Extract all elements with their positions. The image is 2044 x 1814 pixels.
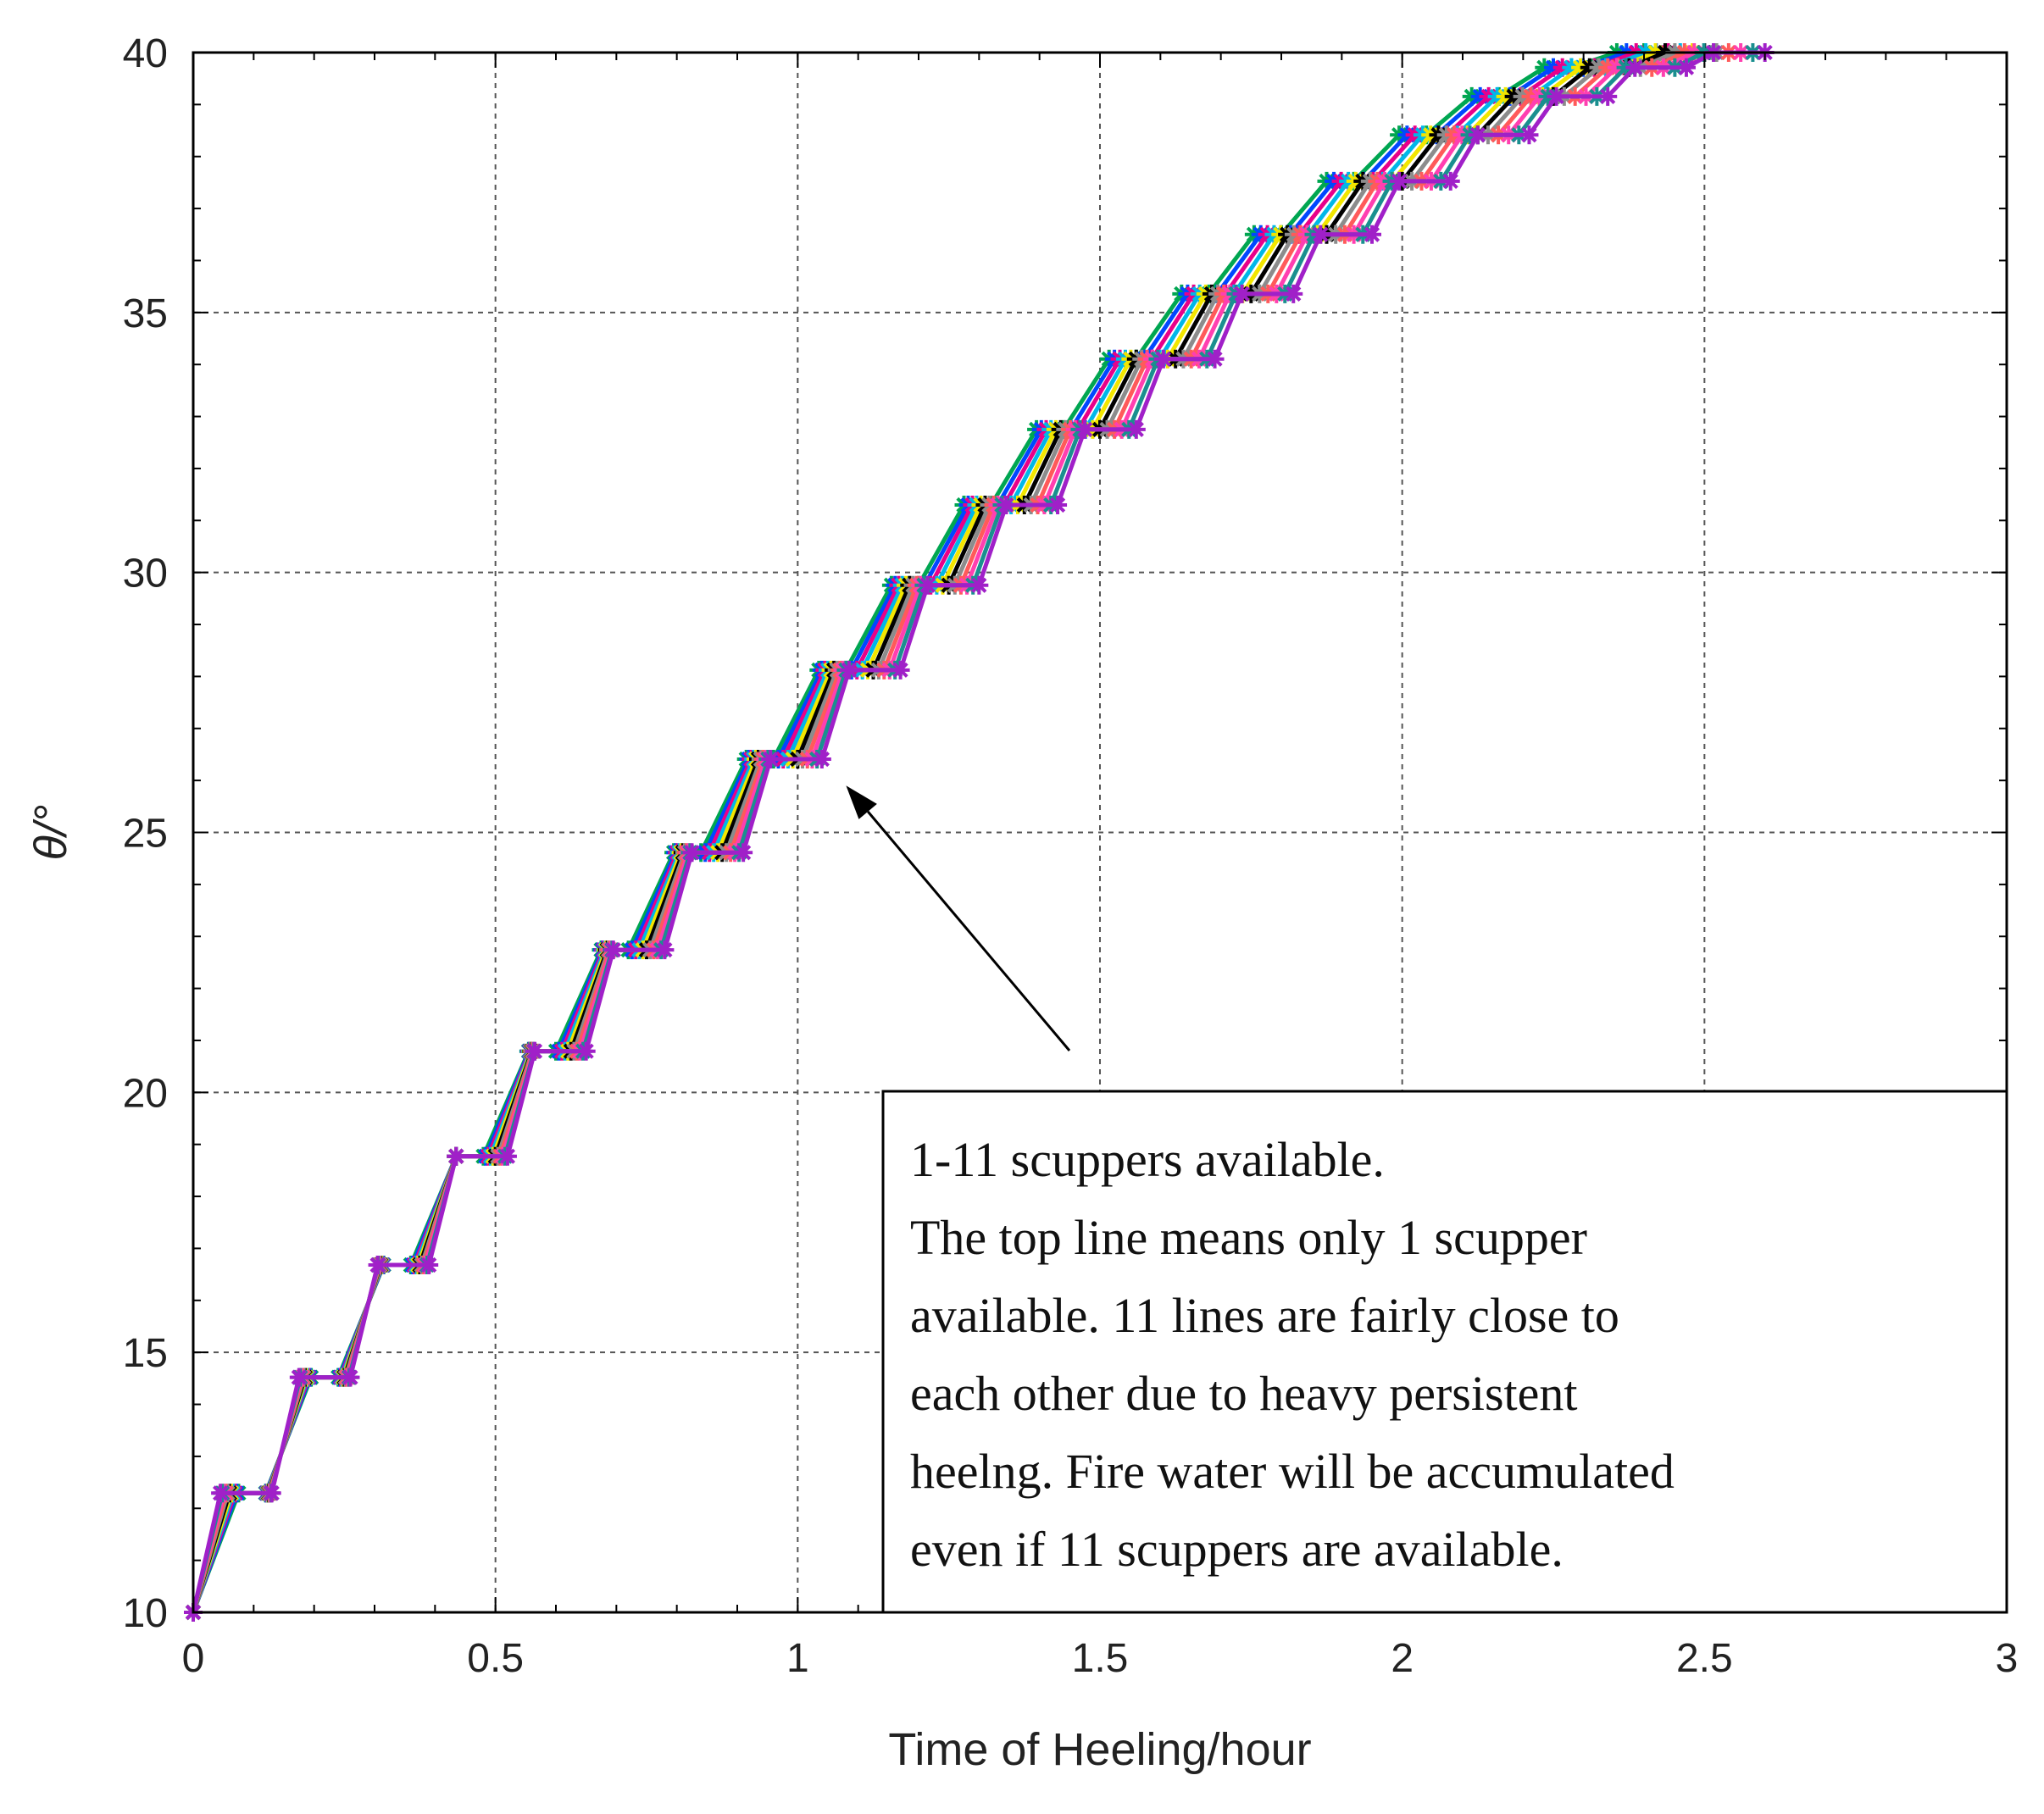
data-point-marker (419, 1256, 439, 1275)
data-point-marker (891, 660, 910, 680)
annotation-arrow (867, 810, 1071, 1051)
annotation-line: 1-11 scuppers available. (910, 1132, 1385, 1187)
y-axis-label: θ/° (25, 805, 76, 861)
data-point-marker (576, 1041, 596, 1061)
y-tick-label: 15 (123, 1331, 168, 1376)
annotation-line: each other due to heavy persistent (910, 1366, 1578, 1421)
data-point-marker (262, 1484, 281, 1503)
data-point-marker (969, 575, 989, 595)
data-point-marker (1363, 225, 1381, 244)
data-point-marker (1519, 125, 1539, 145)
y-tick-label: 10 (123, 1591, 168, 1636)
data-point-marker (1284, 284, 1303, 303)
data-point-marker (1232, 284, 1252, 303)
annotation-arrowhead (846, 785, 877, 819)
data-point-marker (1205, 349, 1225, 369)
data-point-marker (1153, 349, 1173, 369)
data-point-marker (1075, 419, 1095, 439)
data-point-marker (497, 1146, 517, 1166)
data-point-marker (1625, 58, 1645, 77)
data-point-marker (761, 750, 780, 769)
annotation-box (881, 1090, 2008, 1614)
data-point-marker (1048, 495, 1068, 514)
y-tick-label: 25 (123, 812, 168, 857)
annotation: 1-11 scuppers available. The top line mea… (846, 785, 2008, 1614)
x-tick-label: 1.5 (1072, 1636, 1129, 1681)
data-point-marker (447, 1146, 466, 1166)
data-point-marker (1547, 86, 1566, 106)
data-point-marker (1598, 86, 1618, 106)
series-group (184, 43, 1775, 1622)
data-point-marker (682, 843, 702, 863)
data-point-marker (341, 1367, 360, 1387)
y-tick-label: 40 (123, 31, 168, 76)
data-point-marker (1390, 171, 1409, 191)
x-tick-label: 0.5 (467, 1636, 524, 1681)
data-point-marker (734, 843, 753, 863)
data-point-marker (211, 1484, 231, 1503)
annotation-line: available. 11 lines are fairly close to (910, 1288, 1619, 1343)
data-point-marker (839, 660, 858, 680)
data-point-marker (655, 940, 675, 960)
data-point-marker (1441, 171, 1460, 191)
data-point-marker (368, 1256, 387, 1275)
data-point-marker (603, 940, 623, 960)
data-point-marker (997, 495, 1016, 514)
x-tick-label: 2.5 (1676, 1636, 1733, 1681)
data-point-marker (1676, 58, 1696, 77)
data-point-marker (1468, 125, 1487, 145)
x-tick-label: 2 (1391, 1636, 1414, 1681)
x-tick-label: 0 (182, 1636, 205, 1681)
data-point-marker (918, 575, 937, 595)
axis-ticks: 0 0.5 1 1.5 2 2.5 3 10 15 20 25 30 35 40 (123, 31, 2019, 1681)
x-tick-label: 3 (1996, 1636, 2019, 1681)
y-tick-label: 20 (123, 1071, 168, 1116)
x-axis-label: Time of Heeling/hour (888, 1724, 1311, 1775)
annotation-line: even if 11 scuppers are available. (910, 1522, 1564, 1577)
x-tick-label: 1 (786, 1636, 809, 1681)
data-point-marker (812, 750, 831, 769)
data-point-marker (525, 1041, 545, 1061)
annotation-line: heelng. Fire water will be accumulated (910, 1444, 1675, 1499)
y-tick-label: 35 (123, 291, 168, 336)
data-point-marker (289, 1367, 308, 1387)
annotation-text: 1-11 scuppers available. The top line mea… (910, 1132, 1675, 1577)
data-point-marker (1126, 419, 1146, 439)
data-point-marker (1311, 225, 1330, 244)
annotation-line: The top line means only 1 scupper (910, 1210, 1587, 1265)
y-tick-label: 30 (123, 552, 168, 596)
